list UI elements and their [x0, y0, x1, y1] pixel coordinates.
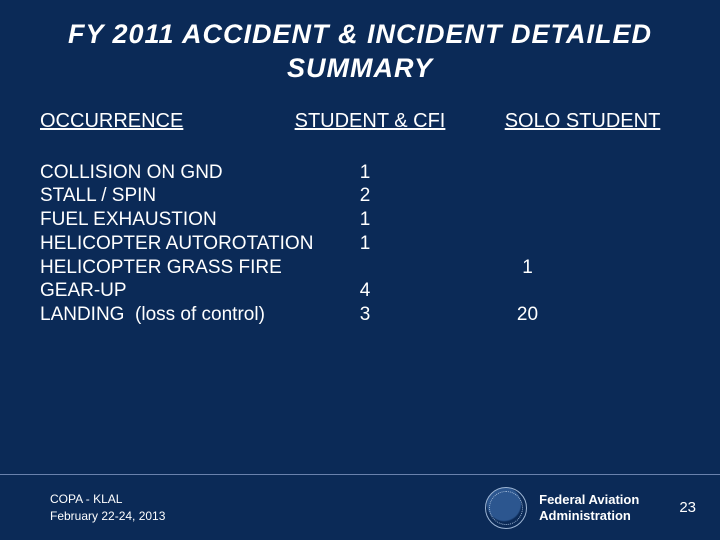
- cell-student-cfi: 2: [335, 184, 395, 208]
- cell-occurrence: HELICOPTER AUTOROTATION: [40, 232, 335, 256]
- cell-solo-student: [395, 279, 690, 303]
- column-headers: OCCURRENCE STUDENT & CFI SOLO STUDENT: [30, 110, 690, 133]
- footer-right: Federal Aviation Administration 23: [485, 487, 696, 529]
- cell-occurrence: STALL / SPIN: [40, 184, 335, 208]
- cell-solo-student: [395, 208, 690, 232]
- cell-solo-student: 20: [395, 303, 690, 327]
- table-row: HELICOPTER AUTOROTATION 1: [30, 232, 690, 256]
- agency-line1: Federal Aviation: [539, 492, 639, 508]
- slide-title: FY 2011 ACCIDENT & INCIDENT DETAILED SUM…: [38, 18, 682, 86]
- table-row: FUEL EXHAUSTION 1: [30, 208, 690, 232]
- cell-student-cfi: 1: [335, 232, 395, 256]
- cell-student-cfi: 1: [335, 161, 395, 185]
- cell-student-cfi: 4: [335, 279, 395, 303]
- table-row: COLLISION ON GND 1: [30, 161, 690, 185]
- header-solo-student: SOLO STUDENT: [475, 110, 690, 133]
- table-row: STALL / SPIN 2: [30, 184, 690, 208]
- cell-student-cfi: 1: [335, 208, 395, 232]
- agency-name: Federal Aviation Administration: [539, 492, 639, 523]
- table-row: GEAR-UP 4: [30, 279, 690, 303]
- cell-student-cfi: [335, 256, 395, 280]
- cell-solo-student: 1: [395, 256, 690, 280]
- header-student-cfi: STUDENT & CFI: [265, 110, 475, 133]
- agency-line2: Administration: [539, 508, 639, 524]
- footer-venue: COPA - KLAL: [50, 491, 165, 507]
- table-row: HELICOPTER GRASS FIRE 1: [30, 256, 690, 280]
- footer-left: COPA - KLAL February 22-24, 2013: [50, 491, 165, 523]
- footer: COPA - KLAL February 22-24, 2013 Federal…: [0, 474, 720, 540]
- page-number: 23: [679, 499, 696, 516]
- cell-solo-student: [395, 232, 690, 256]
- cell-student-cfi: 3: [335, 303, 395, 327]
- table-row: LANDING (loss of control) 3 20: [30, 303, 690, 327]
- cell-occurrence: GEAR-UP: [40, 279, 335, 303]
- data-rows: COLLISION ON GND 1 STALL / SPIN 2 FUEL E…: [30, 161, 690, 327]
- cell-occurrence: COLLISION ON GND: [40, 161, 335, 185]
- faa-seal-icon: [485, 487, 527, 529]
- cell-occurrence: FUEL EXHAUSTION: [40, 208, 335, 232]
- footer-date: February 22-24, 2013: [50, 508, 165, 524]
- slide: FY 2011 ACCIDENT & INCIDENT DETAILED SUM…: [0, 0, 720, 540]
- cell-occurrence: LANDING (loss of control): [40, 303, 335, 327]
- cell-occurrence: HELICOPTER GRASS FIRE: [40, 256, 335, 280]
- header-occurrence: OCCURRENCE: [30, 110, 265, 133]
- cell-solo-student: [395, 161, 690, 185]
- cell-solo-student: [395, 184, 690, 208]
